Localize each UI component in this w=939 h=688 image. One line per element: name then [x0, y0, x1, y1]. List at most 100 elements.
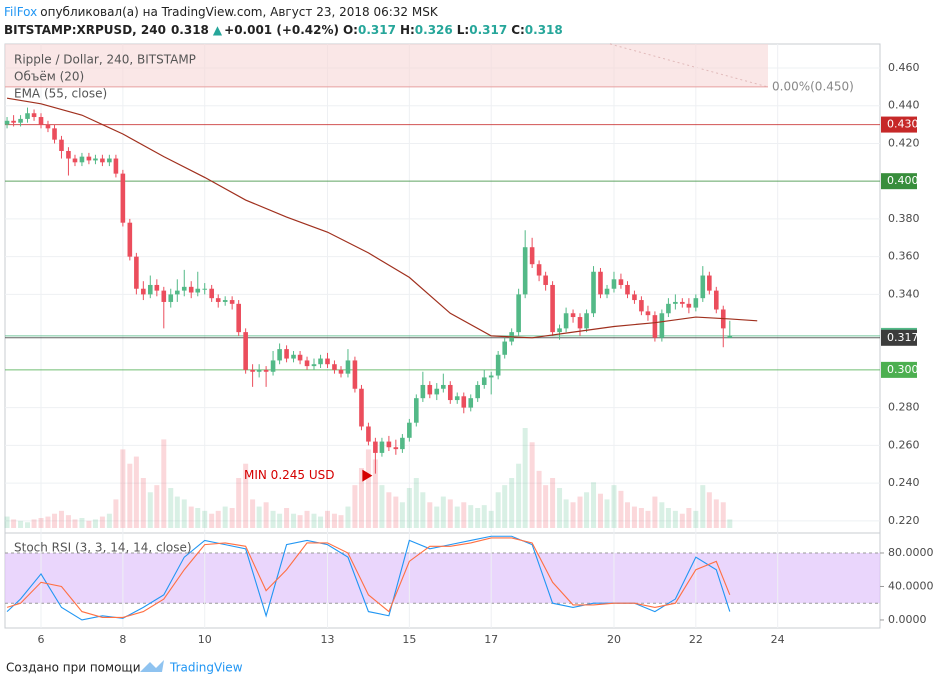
tradingview-logo[interactable]	[140, 660, 164, 672]
volume-bar	[324, 510, 330, 528]
candle-body	[181, 286, 187, 291]
volume-bar	[106, 513, 112, 528]
candle-body	[577, 317, 583, 329]
volume-bar	[604, 499, 610, 528]
candle-body	[625, 284, 630, 295]
candle-body	[488, 375, 494, 378]
volume-bar	[318, 516, 324, 528]
candle-body	[543, 275, 548, 285]
volume-bar	[495, 492, 501, 528]
volume-bar	[413, 478, 419, 528]
volume-bar	[243, 463, 249, 528]
pane-title: Stoch RSI (3, 3, 14, 14, close)	[14, 541, 192, 555]
volume-bar	[31, 519, 37, 528]
x-tick-label: 15	[402, 633, 416, 646]
ohlc-value: 0.317	[469, 23, 507, 37]
candle-body	[495, 354, 501, 376]
volume-bar	[543, 485, 549, 528]
volume-bar	[659, 502, 665, 528]
symbol: BITSTAMP:XRPUSD, 240	[4, 23, 166, 37]
candle-body	[270, 360, 276, 372]
volume-bar	[188, 506, 194, 528]
volume-bar	[481, 505, 487, 528]
candle-body	[338, 369, 344, 374]
x-tick-label: 8	[119, 633, 126, 646]
candle-body	[66, 150, 71, 159]
volume-bar	[427, 502, 433, 528]
candle-body	[516, 294, 521, 333]
y-tick-label: 0.440	[888, 99, 920, 112]
candle-body	[215, 298, 221, 302]
volume-bar	[168, 488, 174, 528]
candle-body	[107, 158, 112, 163]
volume-bar	[563, 499, 569, 528]
volume-bar	[706, 492, 712, 528]
volume-bar	[127, 463, 133, 528]
volume-bar	[440, 496, 446, 528]
volume-bar	[713, 499, 719, 528]
candle-body	[727, 335, 733, 338]
y-tick-label: 0.360	[888, 250, 920, 263]
x-tick-label: 20	[607, 633, 621, 646]
volume-bar	[522, 428, 528, 528]
ohlc-key: L:	[457, 23, 469, 37]
candle-body	[59, 139, 64, 151]
volume-bar	[693, 510, 699, 528]
candle-body	[632, 294, 637, 301]
volume-bar	[447, 499, 453, 528]
candle-body	[373, 441, 378, 453]
candle-body	[570, 313, 576, 318]
candle-body	[386, 441, 392, 448]
volume-bar	[420, 492, 426, 528]
volume-bar	[536, 470, 542, 528]
volume-bar	[11, 519, 17, 528]
candle-body	[277, 349, 282, 361]
candle-body	[100, 158, 105, 163]
volume-bar	[672, 510, 678, 528]
candle-body	[611, 279, 617, 289]
y-tick-label: 0.460	[888, 61, 920, 74]
candle-body	[243, 332, 248, 370]
candle-body	[134, 256, 139, 289]
volume-bar	[584, 492, 590, 528]
candle-body	[420, 384, 426, 399]
ohlc-value: 0.326	[415, 23, 453, 37]
footer-brand[interactable]: TradingView	[169, 661, 243, 675]
volume-bar	[209, 513, 215, 528]
volume-bar	[379, 485, 385, 528]
volume-bar	[4, 516, 10, 528]
volume-bar	[215, 510, 221, 528]
candle-body	[502, 341, 508, 355]
author[interactable]: FilFox	[4, 5, 37, 19]
level-box	[881, 116, 917, 133]
volume-bar	[557, 488, 563, 528]
candle-body	[666, 303, 671, 314]
volume-bar	[86, 520, 92, 528]
candle-body	[352, 360, 358, 389]
candle-body	[113, 158, 119, 174]
candle-body	[673, 301, 678, 304]
candle-body	[645, 311, 651, 316]
candle-body	[618, 279, 624, 285]
legend-line: EMA (55, close)	[14, 87, 107, 101]
volume-bar	[386, 492, 392, 528]
candle-body	[563, 313, 569, 329]
volume-bar	[140, 478, 146, 528]
candle-body	[359, 388, 364, 427]
volume-bar	[652, 496, 658, 528]
volume-bar	[700, 485, 706, 528]
level-label: 0.400	[887, 174, 919, 187]
volume-bar	[311, 513, 317, 528]
annotation: MIN 0.245 USD	[244, 468, 335, 482]
volume-bar	[113, 499, 119, 528]
candle-body	[713, 290, 719, 310]
volume-bar	[284, 508, 290, 528]
y-tick-label: 0.0000	[888, 613, 927, 626]
volume-bar	[263, 502, 269, 528]
candle-body	[461, 396, 467, 408]
volume-bar	[52, 513, 58, 528]
candle-body	[345, 360, 351, 374]
volume-bar	[331, 513, 337, 528]
y-tick-label: 0.280	[888, 401, 920, 414]
candle-body	[45, 124, 51, 129]
